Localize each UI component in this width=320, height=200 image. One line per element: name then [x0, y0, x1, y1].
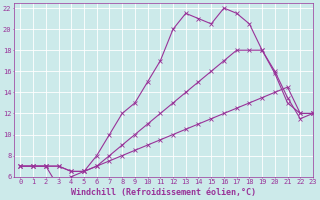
X-axis label: Windchill (Refroidissement éolien,°C): Windchill (Refroidissement éolien,°C) [71, 188, 256, 197]
